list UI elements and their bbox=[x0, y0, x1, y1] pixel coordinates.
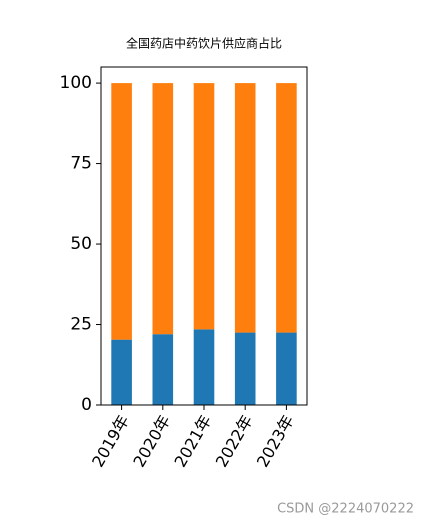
y-tick-label: 75 bbox=[70, 154, 92, 174]
watermark: CSDN @2224070222 bbox=[277, 502, 414, 517]
bar-segment bbox=[193, 83, 215, 330]
chart-title: 全国药店中药饮片供应商占比 bbox=[126, 36, 282, 51]
bar-segment bbox=[276, 83, 297, 333]
bar-segment bbox=[234, 332, 256, 405]
x-tick-label: 2021年 bbox=[171, 412, 216, 471]
y-tick-label: 0 bbox=[81, 395, 92, 415]
axes-frame bbox=[100, 66, 308, 406]
bar-segment bbox=[111, 83, 132, 340]
bar-segment bbox=[193, 329, 215, 405]
bar-segment bbox=[152, 83, 174, 335]
x-tick-label: 2023年 bbox=[253, 412, 298, 471]
x-tick-label: 2019年 bbox=[88, 412, 133, 471]
x-tick-label: 2020年 bbox=[129, 412, 174, 471]
y-tick-label: 25 bbox=[70, 315, 92, 335]
bar-segment bbox=[111, 339, 132, 405]
bar-segment bbox=[152, 334, 174, 405]
bar-segment bbox=[234, 83, 256, 333]
y-tick-label: 100 bbox=[60, 73, 92, 93]
bar-segment bbox=[276, 332, 297, 405]
x-tick-label: 2022年 bbox=[212, 412, 257, 471]
y-tick-label: 50 bbox=[70, 234, 92, 254]
